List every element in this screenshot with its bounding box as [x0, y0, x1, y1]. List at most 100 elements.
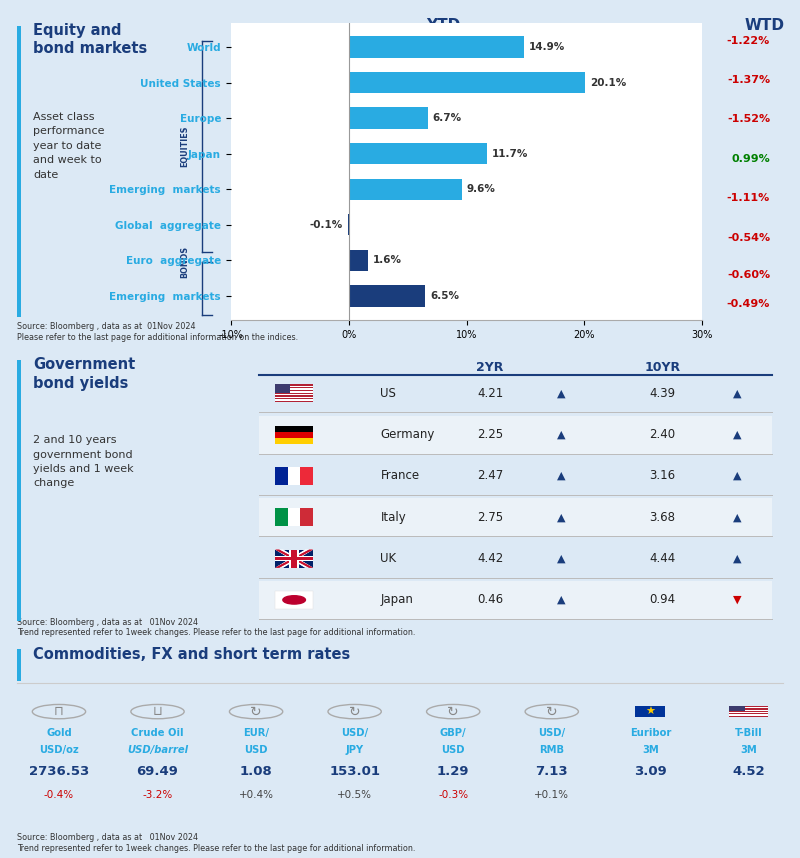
Text: 3M: 3M: [741, 745, 758, 755]
Text: -0.60%: -0.60%: [727, 269, 770, 280]
Text: EUR/: EUR/: [243, 728, 269, 738]
Text: ▲: ▲: [733, 430, 742, 439]
Bar: [259, 581, 773, 619]
Text: EQUITIES: EQUITIES: [180, 126, 189, 167]
Bar: [275, 401, 313, 402]
Bar: [259, 498, 773, 536]
Text: Source: Bloomberg , data as at   01Nov 2024
Trend represented refer to 1week cha: Source: Bloomberg , data as at 01Nov 202…: [18, 618, 416, 637]
Bar: [275, 400, 313, 401]
Polygon shape: [275, 550, 313, 568]
Polygon shape: [275, 550, 313, 568]
Text: Commodities, FX and short term rates: Commodities, FX and short term rates: [33, 647, 350, 662]
Text: ▲: ▲: [733, 388, 742, 398]
Bar: [275, 385, 313, 387]
Bar: [275, 384, 290, 392]
Text: ▲: ▲: [557, 388, 565, 398]
Text: ▼: ▼: [733, 595, 742, 605]
Text: -1.37%: -1.37%: [727, 75, 770, 85]
Bar: [18, 649, 22, 681]
Polygon shape: [275, 550, 313, 568]
Bar: [275, 591, 313, 609]
Bar: [288, 467, 301, 485]
Text: 2.47: 2.47: [477, 469, 503, 482]
Text: France: France: [381, 469, 419, 482]
Text: USD/oz: USD/oz: [39, 745, 79, 755]
Text: Government
bond yields: Government bond yields: [33, 357, 135, 390]
Text: 1.29: 1.29: [437, 765, 470, 778]
Text: 10YR: 10YR: [645, 361, 681, 374]
Bar: [275, 384, 313, 385]
Text: 0.99%: 0.99%: [731, 154, 770, 164]
Text: 3M: 3M: [642, 745, 658, 755]
Bar: [275, 550, 313, 568]
Text: RMB: RMB: [539, 745, 564, 755]
Bar: [259, 416, 773, 454]
Text: USD/: USD/: [538, 728, 566, 738]
Bar: [275, 387, 313, 389]
Bar: [301, 467, 313, 485]
Text: 4.42: 4.42: [477, 553, 503, 565]
Polygon shape: [275, 550, 313, 568]
Text: USD/: USD/: [341, 728, 368, 738]
Text: -0.3%: -0.3%: [438, 790, 468, 800]
Text: ▲: ▲: [557, 471, 565, 481]
Text: Source: Bloomberg , data as at  01Nov 2024
Please refer to the last page for add: Source: Bloomberg , data as at 01Nov 202…: [18, 322, 298, 341]
Text: ↻: ↻: [447, 704, 459, 719]
Text: +0.5%: +0.5%: [337, 790, 372, 800]
Text: 4.44: 4.44: [650, 553, 676, 565]
Text: USD: USD: [244, 745, 268, 755]
Text: Gold: Gold: [46, 728, 72, 738]
Text: 69.49: 69.49: [137, 765, 178, 778]
Text: +0.4%: +0.4%: [238, 790, 274, 800]
Text: -3.2%: -3.2%: [142, 790, 173, 800]
Bar: [291, 550, 297, 568]
Text: ⊔: ⊔: [153, 705, 162, 718]
Bar: [275, 394, 313, 396]
Polygon shape: [275, 550, 313, 568]
Bar: [275, 556, 313, 561]
Circle shape: [283, 595, 306, 604]
Bar: [289, 550, 299, 568]
Text: Crude Oil: Crude Oil: [131, 728, 184, 738]
Bar: [275, 508, 288, 526]
Text: ▲: ▲: [733, 553, 742, 564]
Bar: [275, 396, 313, 398]
Bar: [18, 26, 22, 317]
Text: 2.40: 2.40: [650, 428, 676, 441]
Text: 2 and 10 years
government bond
yields and 1 week
change: 2 and 10 years government bond yields an…: [33, 435, 134, 488]
Text: 1.08: 1.08: [240, 765, 273, 778]
Bar: [288, 508, 301, 526]
Text: -0.49%: -0.49%: [726, 299, 770, 309]
Polygon shape: [275, 550, 313, 568]
Text: 4.52: 4.52: [733, 765, 765, 778]
Text: 3.09: 3.09: [634, 765, 666, 778]
Text: Germany: Germany: [381, 428, 434, 441]
Text: Source: Bloomberg , data as at   01Nov 2024
Trend represented refer to 1week cha: Source: Bloomberg , data as at 01Nov 202…: [18, 833, 416, 853]
Bar: [275, 391, 313, 392]
Bar: [275, 389, 313, 390]
Bar: [730, 706, 769, 717]
Text: GBP/: GBP/: [440, 728, 466, 738]
Text: USD/barrel: USD/barrel: [127, 745, 188, 755]
Bar: [275, 426, 313, 432]
Bar: [275, 467, 288, 485]
Bar: [275, 390, 313, 391]
Bar: [275, 392, 313, 394]
Text: ⊓: ⊓: [54, 705, 64, 718]
Text: US: US: [381, 387, 396, 400]
Text: ▲: ▲: [733, 471, 742, 481]
Text: ↻: ↻: [546, 704, 558, 719]
Text: 153.01: 153.01: [329, 765, 380, 778]
Text: -0.54%: -0.54%: [727, 233, 770, 243]
Text: -1.52%: -1.52%: [727, 114, 770, 124]
Polygon shape: [275, 550, 313, 568]
Text: 4.21: 4.21: [477, 387, 503, 400]
Text: 3.16: 3.16: [650, 469, 676, 482]
Text: 2.25: 2.25: [477, 428, 503, 441]
Text: 4.39: 4.39: [650, 387, 676, 400]
Text: -1.22%: -1.22%: [726, 36, 770, 46]
Text: ▲: ▲: [557, 595, 565, 605]
Text: JPY: JPY: [346, 745, 364, 755]
Text: Italy: Italy: [381, 511, 406, 523]
Bar: [275, 432, 313, 438]
